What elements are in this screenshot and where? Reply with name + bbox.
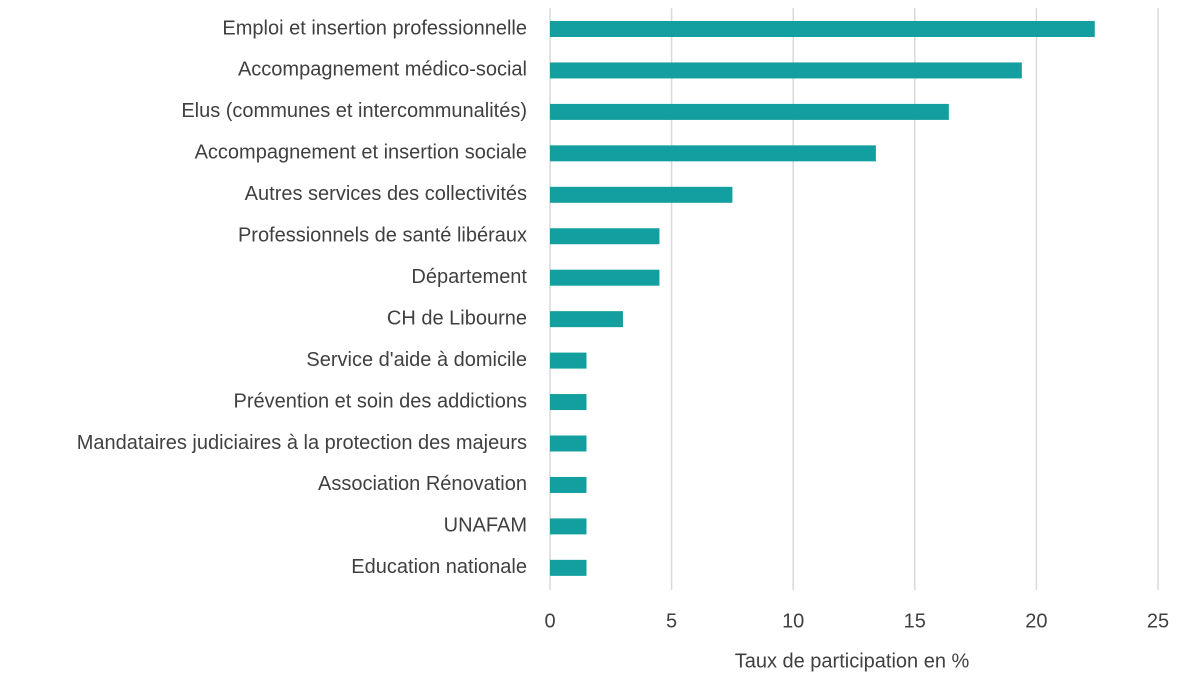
x-tick-label: 15: [904, 610, 926, 632]
x-axis-title: Taux de participation en %: [735, 650, 970, 672]
bar: [550, 394, 587, 411]
y-tick-label: Autres services des collectivités: [245, 183, 527, 205]
x-tick-label: 5: [666, 610, 677, 632]
y-tick-label: UNAFAM: [444, 515, 527, 537]
bar: [550, 186, 733, 203]
y-tick-label: Prévention et soin des addictions: [233, 390, 527, 412]
bar: [550, 145, 876, 162]
y-tick-label: Mandataires judiciaires à la protection …: [77, 432, 527, 454]
y-tick-label: Emploi et insertion professionnelle: [222, 17, 527, 39]
y-tick-label: Service d'aide à domicile: [306, 349, 527, 371]
y-tick-label: Association Rénovation: [318, 473, 527, 495]
bar: [550, 103, 949, 120]
bar: [550, 476, 587, 493]
y-tick-label: CH de Libourne: [387, 307, 527, 329]
x-tick-label: 10: [782, 610, 804, 632]
bar: [550, 311, 623, 328]
x-tick-label: 0: [544, 610, 555, 632]
y-tick-label: Accompagnement et insertion sociale: [195, 142, 527, 164]
y-tick-label: Elus (communes et intercommunalités): [181, 100, 527, 122]
bar: [550, 62, 1022, 79]
bar: [550, 518, 587, 535]
bar: [550, 228, 660, 245]
bar: [550, 435, 587, 452]
bar: [550, 269, 660, 286]
bar: [550, 352, 587, 369]
y-tick-label: Professionnels de santé libéraux: [238, 225, 527, 247]
y-tick-label: Education nationale: [351, 556, 527, 578]
bar: [550, 21, 1095, 37]
x-tick-label: 20: [1025, 610, 1047, 632]
y-tick-label: Département: [411, 266, 527, 288]
x-tick-label: 25: [1147, 610, 1169, 632]
y-tick-label: Accompagnement médico-social: [238, 59, 527, 81]
bar: [550, 559, 587, 576]
